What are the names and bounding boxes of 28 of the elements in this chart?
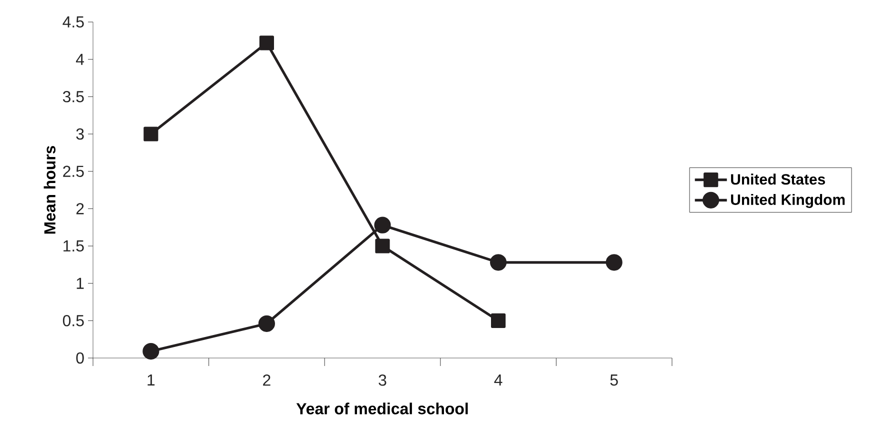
y-tick-label: 3 — [76, 128, 84, 140]
y-tick-label: 2 — [76, 203, 84, 214]
point — [491, 313, 506, 328]
y-tick-label: 1 — [76, 278, 84, 289]
x-tick-label: 5 — [610, 374, 618, 386]
point — [375, 238, 390, 254]
x-axis-title: Year of medical school — [296, 402, 468, 414]
x-tick-label: 2 — [263, 374, 270, 386]
y-tick-label: 1.5 — [64, 240, 84, 252]
x-tick-label: 4 — [494, 374, 502, 386]
point — [258, 315, 276, 332]
point — [490, 254, 507, 271]
legend-label: United Kingdom — [731, 194, 845, 208]
y-tick-label: 4.5 — [62, 16, 84, 28]
y-tick-label: 0 — [76, 352, 84, 364]
y-axis-title: Mean hours — [44, 146, 56, 234]
x-tick-label: 3 — [378, 374, 386, 386]
legend-label: United States — [731, 174, 826, 185]
point — [259, 36, 274, 50]
point — [142, 342, 160, 360]
y-tick-label: 0.5 — [62, 315, 84, 326]
point — [374, 216, 391, 234]
y-tick-label: 2.5 — [63, 166, 84, 177]
point — [144, 126, 158, 142]
y-tick-label: 4 — [76, 54, 84, 65]
x-tick-label: 1 — [148, 374, 155, 386]
point — [606, 254, 622, 271]
y-tick-label: 3.5 — [62, 91, 84, 102]
